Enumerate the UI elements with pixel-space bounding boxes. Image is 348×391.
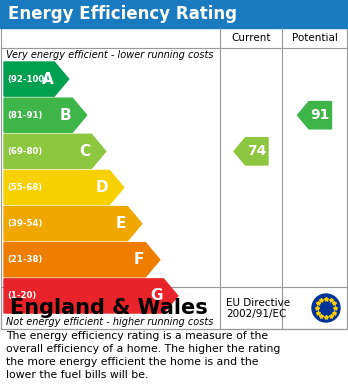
Text: overall efficiency of a home. The higher the rating: overall efficiency of a home. The higher…	[6, 344, 280, 354]
Text: Potential: Potential	[292, 33, 338, 43]
Text: (1-20): (1-20)	[7, 291, 36, 300]
Polygon shape	[234, 138, 268, 165]
Text: 74: 74	[247, 144, 266, 158]
Text: (81-91): (81-91)	[7, 111, 42, 120]
Text: EU Directive: EU Directive	[226, 298, 290, 308]
Text: Not energy efficient - higher running costs: Not energy efficient - higher running co…	[6, 317, 213, 327]
Text: Current: Current	[231, 33, 271, 43]
Text: 91: 91	[310, 108, 330, 122]
Text: lower the fuel bills will be.: lower the fuel bills will be.	[6, 370, 148, 380]
Text: (39-54): (39-54)	[7, 219, 42, 228]
Bar	[0, 0, 348, 28]
Text: 2002/91/EC: 2002/91/EC	[226, 309, 286, 319]
Circle shape	[312, 294, 340, 322]
Text: (55-68): (55-68)	[7, 183, 42, 192]
Text: (92-100): (92-100)	[7, 75, 48, 84]
Text: F: F	[134, 252, 144, 267]
Polygon shape	[4, 206, 142, 241]
Text: The energy efficiency rating is a measure of the: The energy efficiency rating is a measur…	[6, 331, 268, 341]
Text: D: D	[96, 180, 109, 195]
Text: Energy Efficiency Rating: Energy Efficiency Rating	[8, 5, 237, 23]
Text: England & Wales: England & Wales	[10, 298, 208, 318]
Polygon shape	[4, 134, 106, 169]
Bar	[1, 287, 347, 329]
Text: (69-80): (69-80)	[7, 147, 42, 156]
Text: (21-38): (21-38)	[7, 255, 42, 264]
Polygon shape	[4, 62, 69, 96]
Polygon shape	[4, 170, 124, 204]
Polygon shape	[4, 98, 87, 132]
Polygon shape	[4, 243, 160, 277]
Text: G: G	[150, 289, 163, 303]
Text: Very energy efficient - lower running costs: Very energy efficient - lower running co…	[6, 50, 214, 60]
Text: B: B	[60, 108, 71, 123]
Bar	[1, 28, 347, 329]
Text: A: A	[41, 72, 53, 86]
Text: C: C	[79, 144, 90, 159]
Polygon shape	[4, 279, 178, 313]
Text: E: E	[116, 216, 126, 231]
Polygon shape	[298, 102, 332, 129]
Text: the more energy efficient the home is and the: the more energy efficient the home is an…	[6, 357, 259, 367]
